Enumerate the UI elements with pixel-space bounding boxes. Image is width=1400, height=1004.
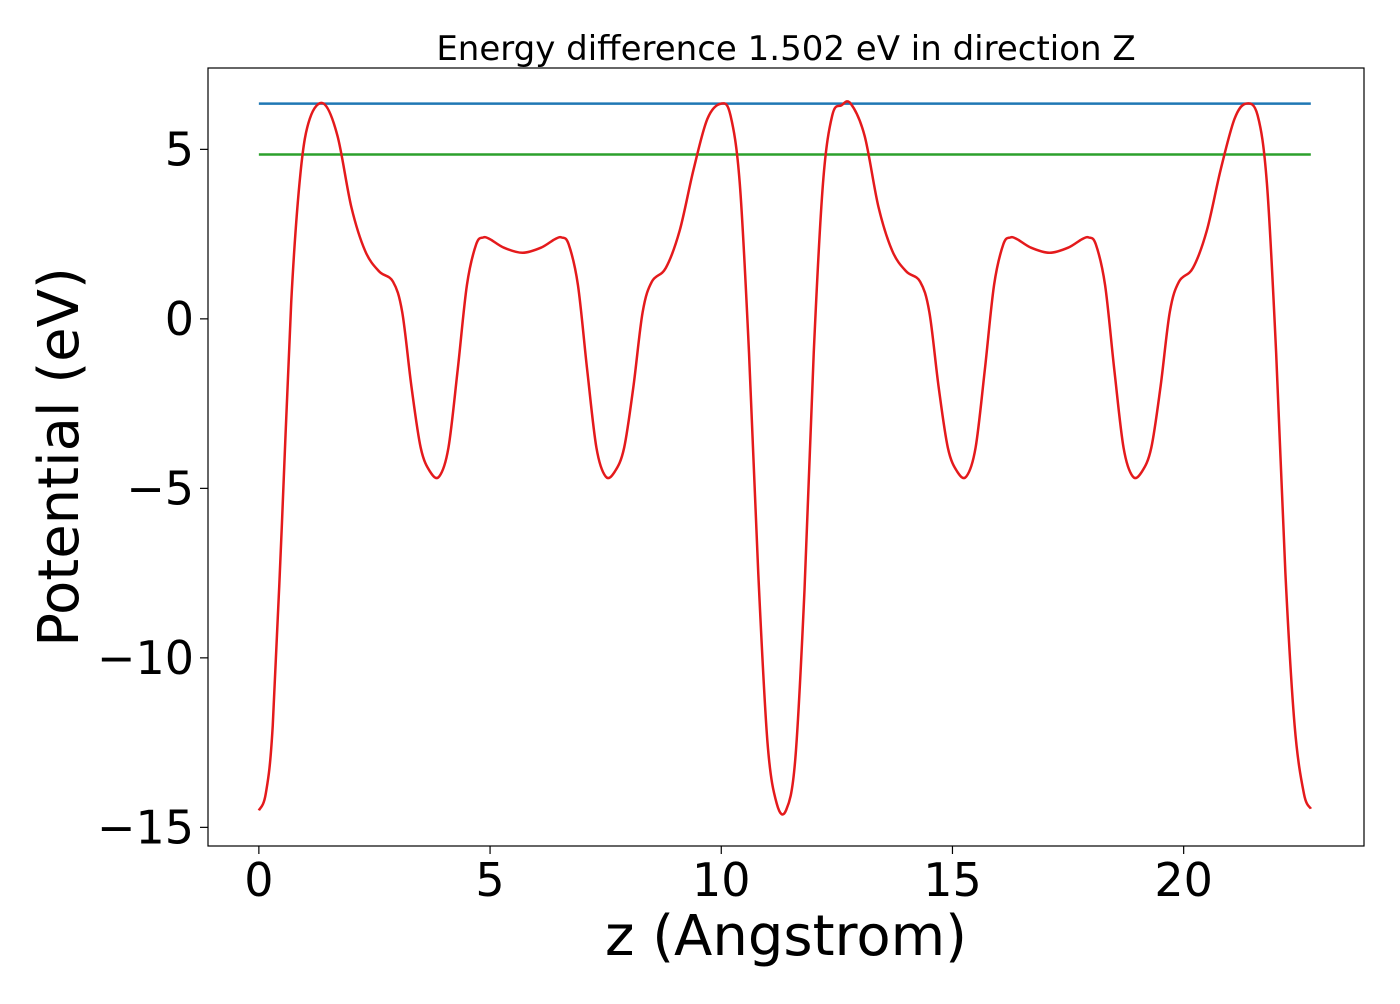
y-tick-label: −5 <box>126 461 194 515</box>
x-tick-label: 0 <box>244 853 273 907</box>
chart-title: Energy difference 1.502 eV in direction … <box>436 29 1135 69</box>
x-tick-label: 10 <box>692 853 751 907</box>
series-layer <box>257 100 1312 816</box>
plot-frame <box>207 67 1365 847</box>
x-axis-label: z (Angstrom) <box>605 904 967 969</box>
x-tick-label: 15 <box>923 853 982 907</box>
y-tick-label: −15 <box>97 800 194 854</box>
y-axis-label: Potential (eV) <box>27 267 92 647</box>
y-tick-label: 5 <box>165 122 194 176</box>
y-tick-label: −10 <box>97 631 194 685</box>
x-tick-label: 5 <box>475 853 504 907</box>
series-line-3 <box>257 100 1312 816</box>
x-tick-label: 20 <box>1154 853 1213 907</box>
axes-layer: 0 5 10 15 20 5 0 −5 −10 −15 <box>97 67 1365 907</box>
y-tick-label: 0 <box>165 292 194 346</box>
